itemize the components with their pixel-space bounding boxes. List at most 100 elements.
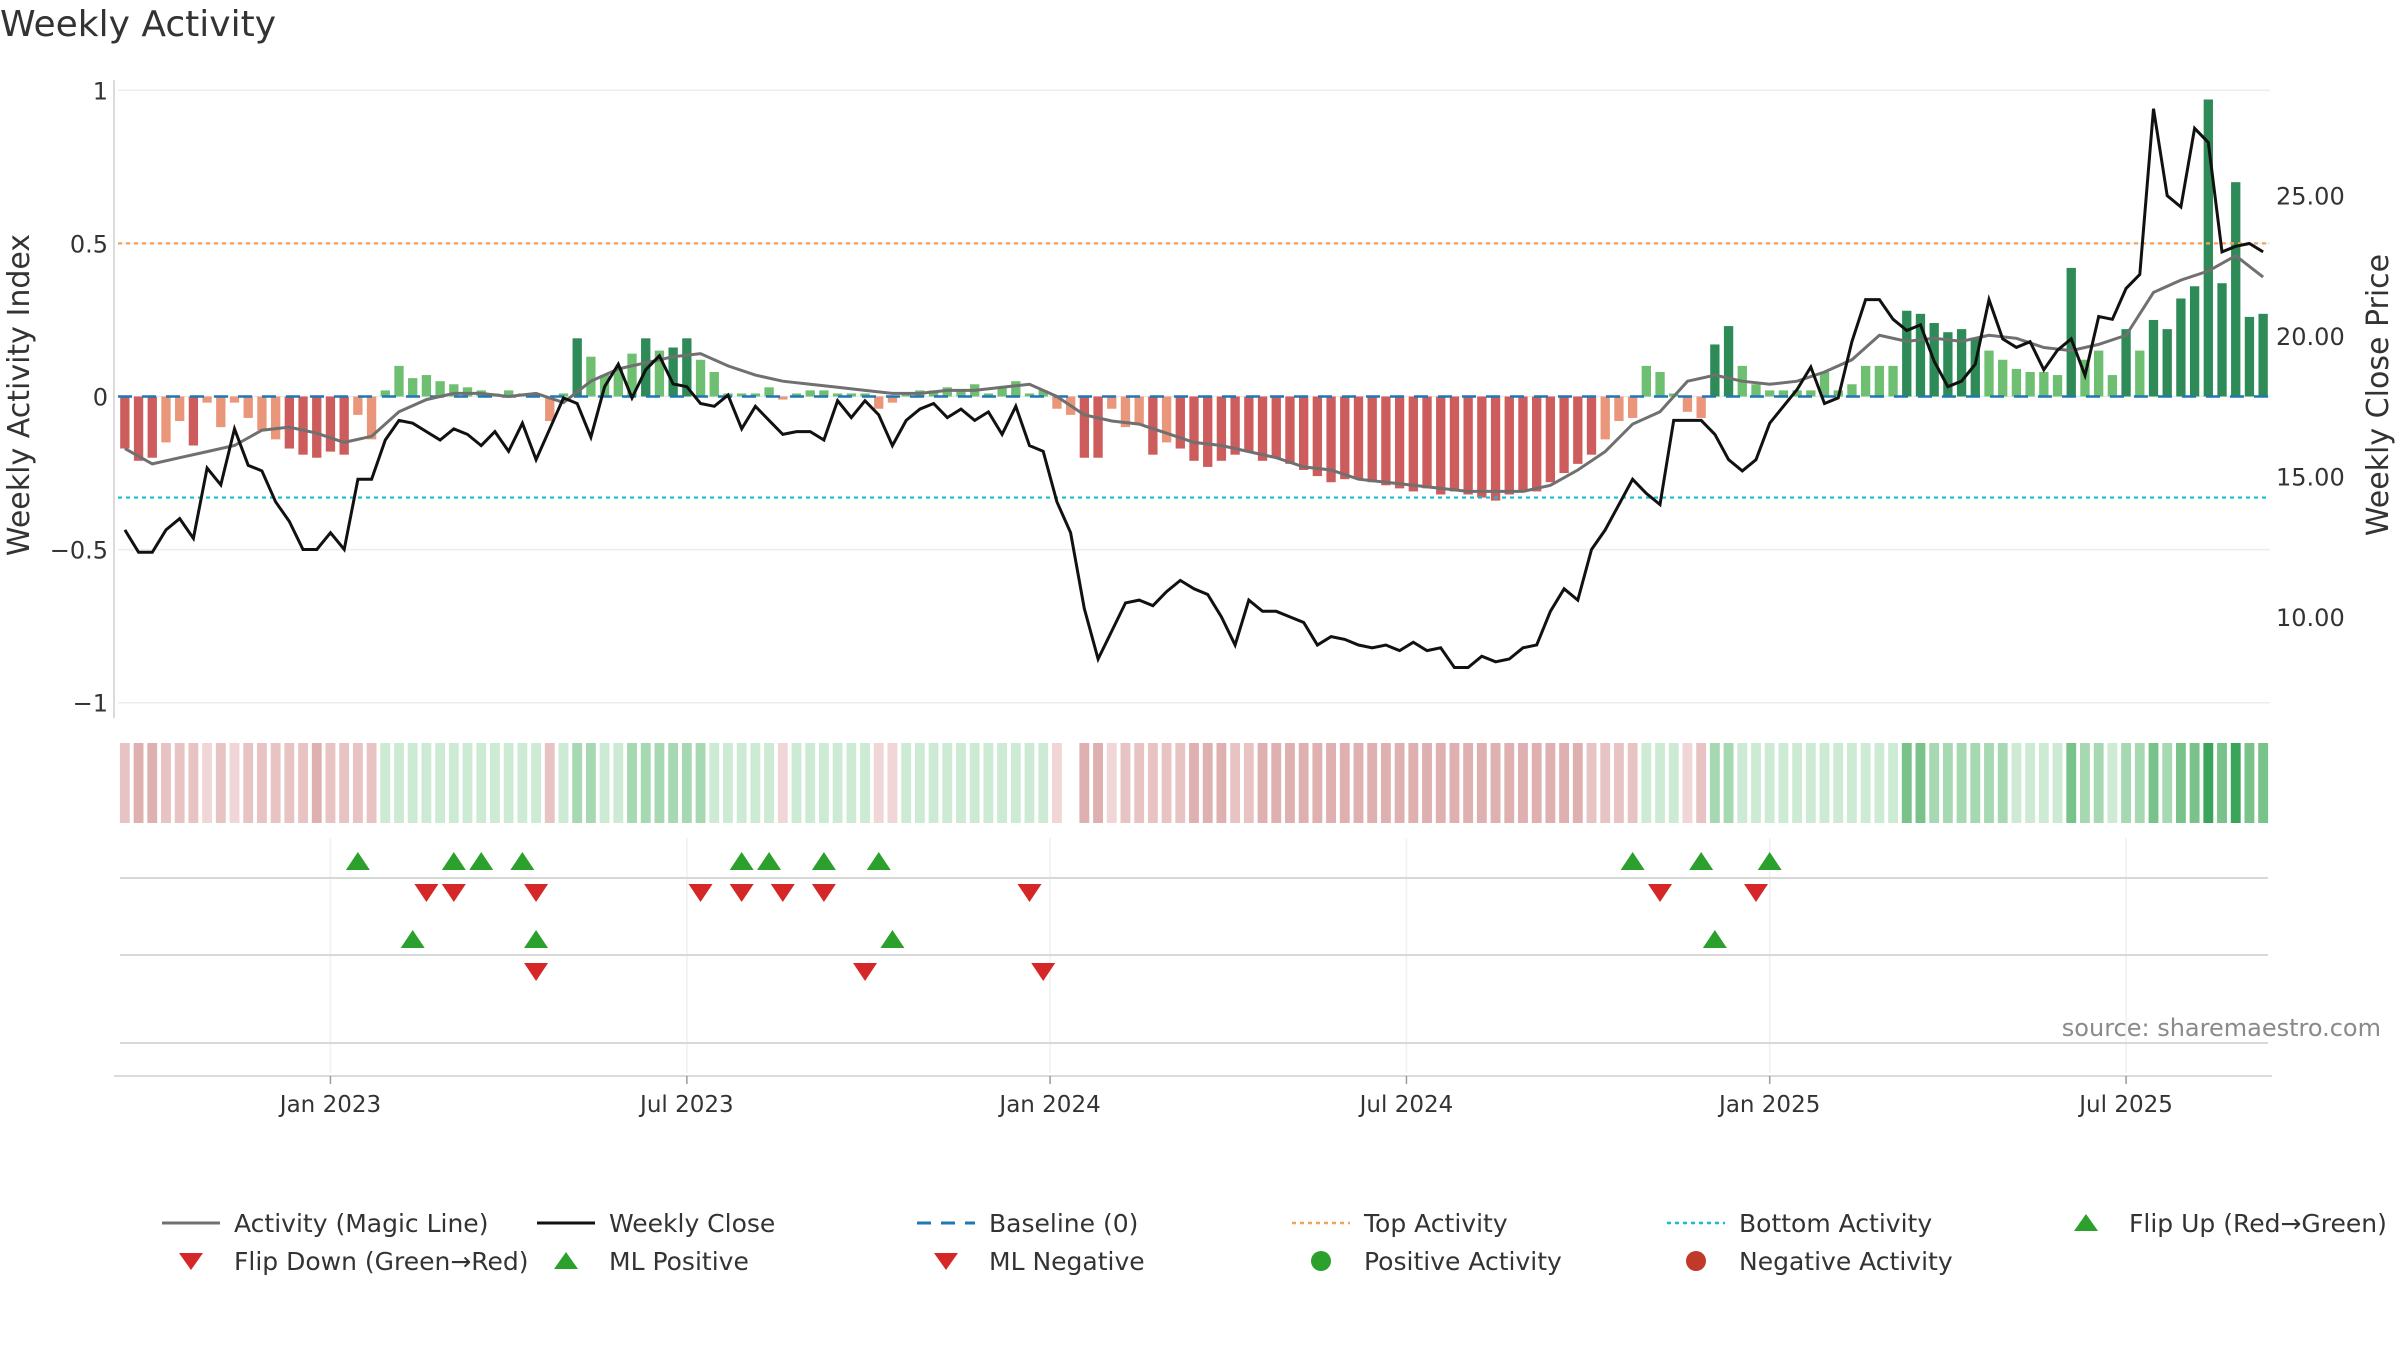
heat-cell: [1901, 743, 1912, 823]
heat-cell: [599, 743, 610, 823]
activity-bar: [2107, 375, 2118, 397]
activity-bar: [1326, 396, 1336, 483]
ml-positive-marker: [400, 930, 425, 948]
legend-item: Flip Up (Red→Green): [2055, 1205, 2387, 1241]
x-tick-label: Jan 2025: [1717, 1092, 1820, 1118]
heat-cell: [558, 743, 569, 823]
legend-item: Bottom Activity: [1665, 1205, 1932, 1241]
heat-cell: [1792, 743, 1803, 823]
legend-item: Weekly Close: [535, 1205, 775, 1241]
activity-bar: [1011, 381, 1021, 397]
activity-bar: [421, 375, 432, 397]
activity-bar: [408, 378, 418, 397]
heat-cell: [1737, 743, 1748, 823]
heat-cell: [517, 743, 528, 823]
activity-bar: [2121, 329, 2131, 397]
heat-cell: [1380, 743, 1391, 823]
flip-down-marker: [1648, 884, 1673, 902]
grid-layer: [118, 89, 2270, 1073]
activity-bar: [1134, 396, 1144, 425]
activity-bar: [2094, 350, 2104, 397]
heat-cell: [1449, 743, 1460, 823]
heat-cell: [147, 743, 158, 823]
activity-bar: [1819, 372, 1830, 397]
heat-cell: [1696, 743, 1707, 823]
heat-cell: [1929, 743, 1940, 823]
activity-bar: [284, 396, 294, 449]
heat-cell: [1970, 743, 1981, 823]
activity-bar: [750, 393, 761, 397]
heat-cell: [2148, 743, 2159, 823]
heat-cell: [1476, 743, 1487, 823]
heat-cell: [2080, 743, 2090, 823]
legend-label: Activity (Magic Line): [234, 1208, 489, 1238]
heat-cell: [901, 743, 912, 823]
flip-up-marker: [1689, 852, 1714, 870]
activity-bar: [2011, 368, 2022, 397]
heat-cell: [709, 743, 720, 823]
series-lines: [123, 108, 2265, 669]
heat-cell: [1010, 743, 1021, 823]
heat-cell: [133, 743, 144, 823]
heat-cell: [1833, 743, 1844, 823]
heat-cell: [1518, 743, 1528, 823]
heat-cell: [2258, 743, 2269, 823]
legend-label: Flip Down (Green→Red): [234, 1246, 529, 1276]
flip-down-marker: [1743, 884, 1768, 902]
activity-bar: [380, 390, 390, 397]
heat-cell: [873, 743, 884, 823]
flip-down-marker: [414, 884, 439, 902]
heat-cell: [298, 743, 308, 823]
heat-cell: [1559, 743, 1570, 823]
source-credit: source: sharemaestro.com: [2061, 1014, 2381, 1042]
activity-bar: [1203, 396, 1213, 467]
activity-bar: [2052, 375, 2063, 397]
flip-down-marker: [729, 884, 754, 902]
heat-cell: [311, 743, 322, 823]
activity-bar: [1778, 390, 1789, 397]
y-tick-label: −1: [73, 690, 108, 718]
y-right-tick-label: 20.00: [2276, 323, 2345, 351]
heat-cell: [1093, 743, 1103, 823]
heat-cell: [1394, 743, 1405, 823]
activity-bar: [120, 396, 130, 449]
heat-cell: [846, 743, 857, 823]
legend-item: Activity (Magic Line): [160, 1205, 488, 1241]
x-tick-label: Jan 2023: [278, 1092, 381, 1118]
signal-markers: [120, 852, 2268, 1044]
activity-bar: [1381, 396, 1391, 486]
line-legend-icon: [537, 1221, 595, 1225]
activity-bar: [1860, 365, 1871, 397]
activity-bar: [175, 396, 185, 421]
heat-cell: [119, 743, 130, 823]
heat-cell: [1490, 743, 1501, 823]
flip-down-marker: [811, 884, 836, 902]
activity-bar: [216, 396, 226, 428]
legend-item: Flip Down (Green→Red): [160, 1243, 529, 1279]
weekly-close-line: [123, 108, 2264, 669]
heat-cell: [997, 743, 1008, 823]
activity-bar: [1244, 396, 1254, 452]
heat-cell: [1915, 743, 1926, 823]
activity-bar: [1806, 390, 1816, 397]
activity-bar: [1436, 396, 1446, 495]
activity-bar: [1504, 396, 1514, 495]
activity-bar: [1312, 396, 1323, 477]
activity-bar: [1751, 384, 1761, 397]
dot-legend-icon: [1667, 1221, 1725, 1225]
heat-cell: [2244, 743, 2255, 823]
activity-bar: [2244, 316, 2255, 397]
activity-bar: [1463, 396, 1473, 495]
legend-item: Positive Activity: [1290, 1243, 1562, 1279]
heat-cell: [1984, 743, 1994, 823]
legend-swatch: [554, 1252, 578, 1269]
heat-cell: [860, 743, 870, 823]
x-axis: Jan 2023 Jul 2023 Jan 2024 Jul 2024 Jan 2025…: [114, 1075, 2272, 1118]
heat-cell: [2189, 743, 2200, 823]
ml-negative-marker: [853, 963, 878, 981]
activity-bar: [2217, 283, 2227, 397]
heat-cell: [723, 743, 733, 823]
heat-cell: [1641, 743, 1652, 823]
y-tick-label: −0.5: [50, 537, 108, 565]
activity-bar: [1285, 396, 1295, 464]
